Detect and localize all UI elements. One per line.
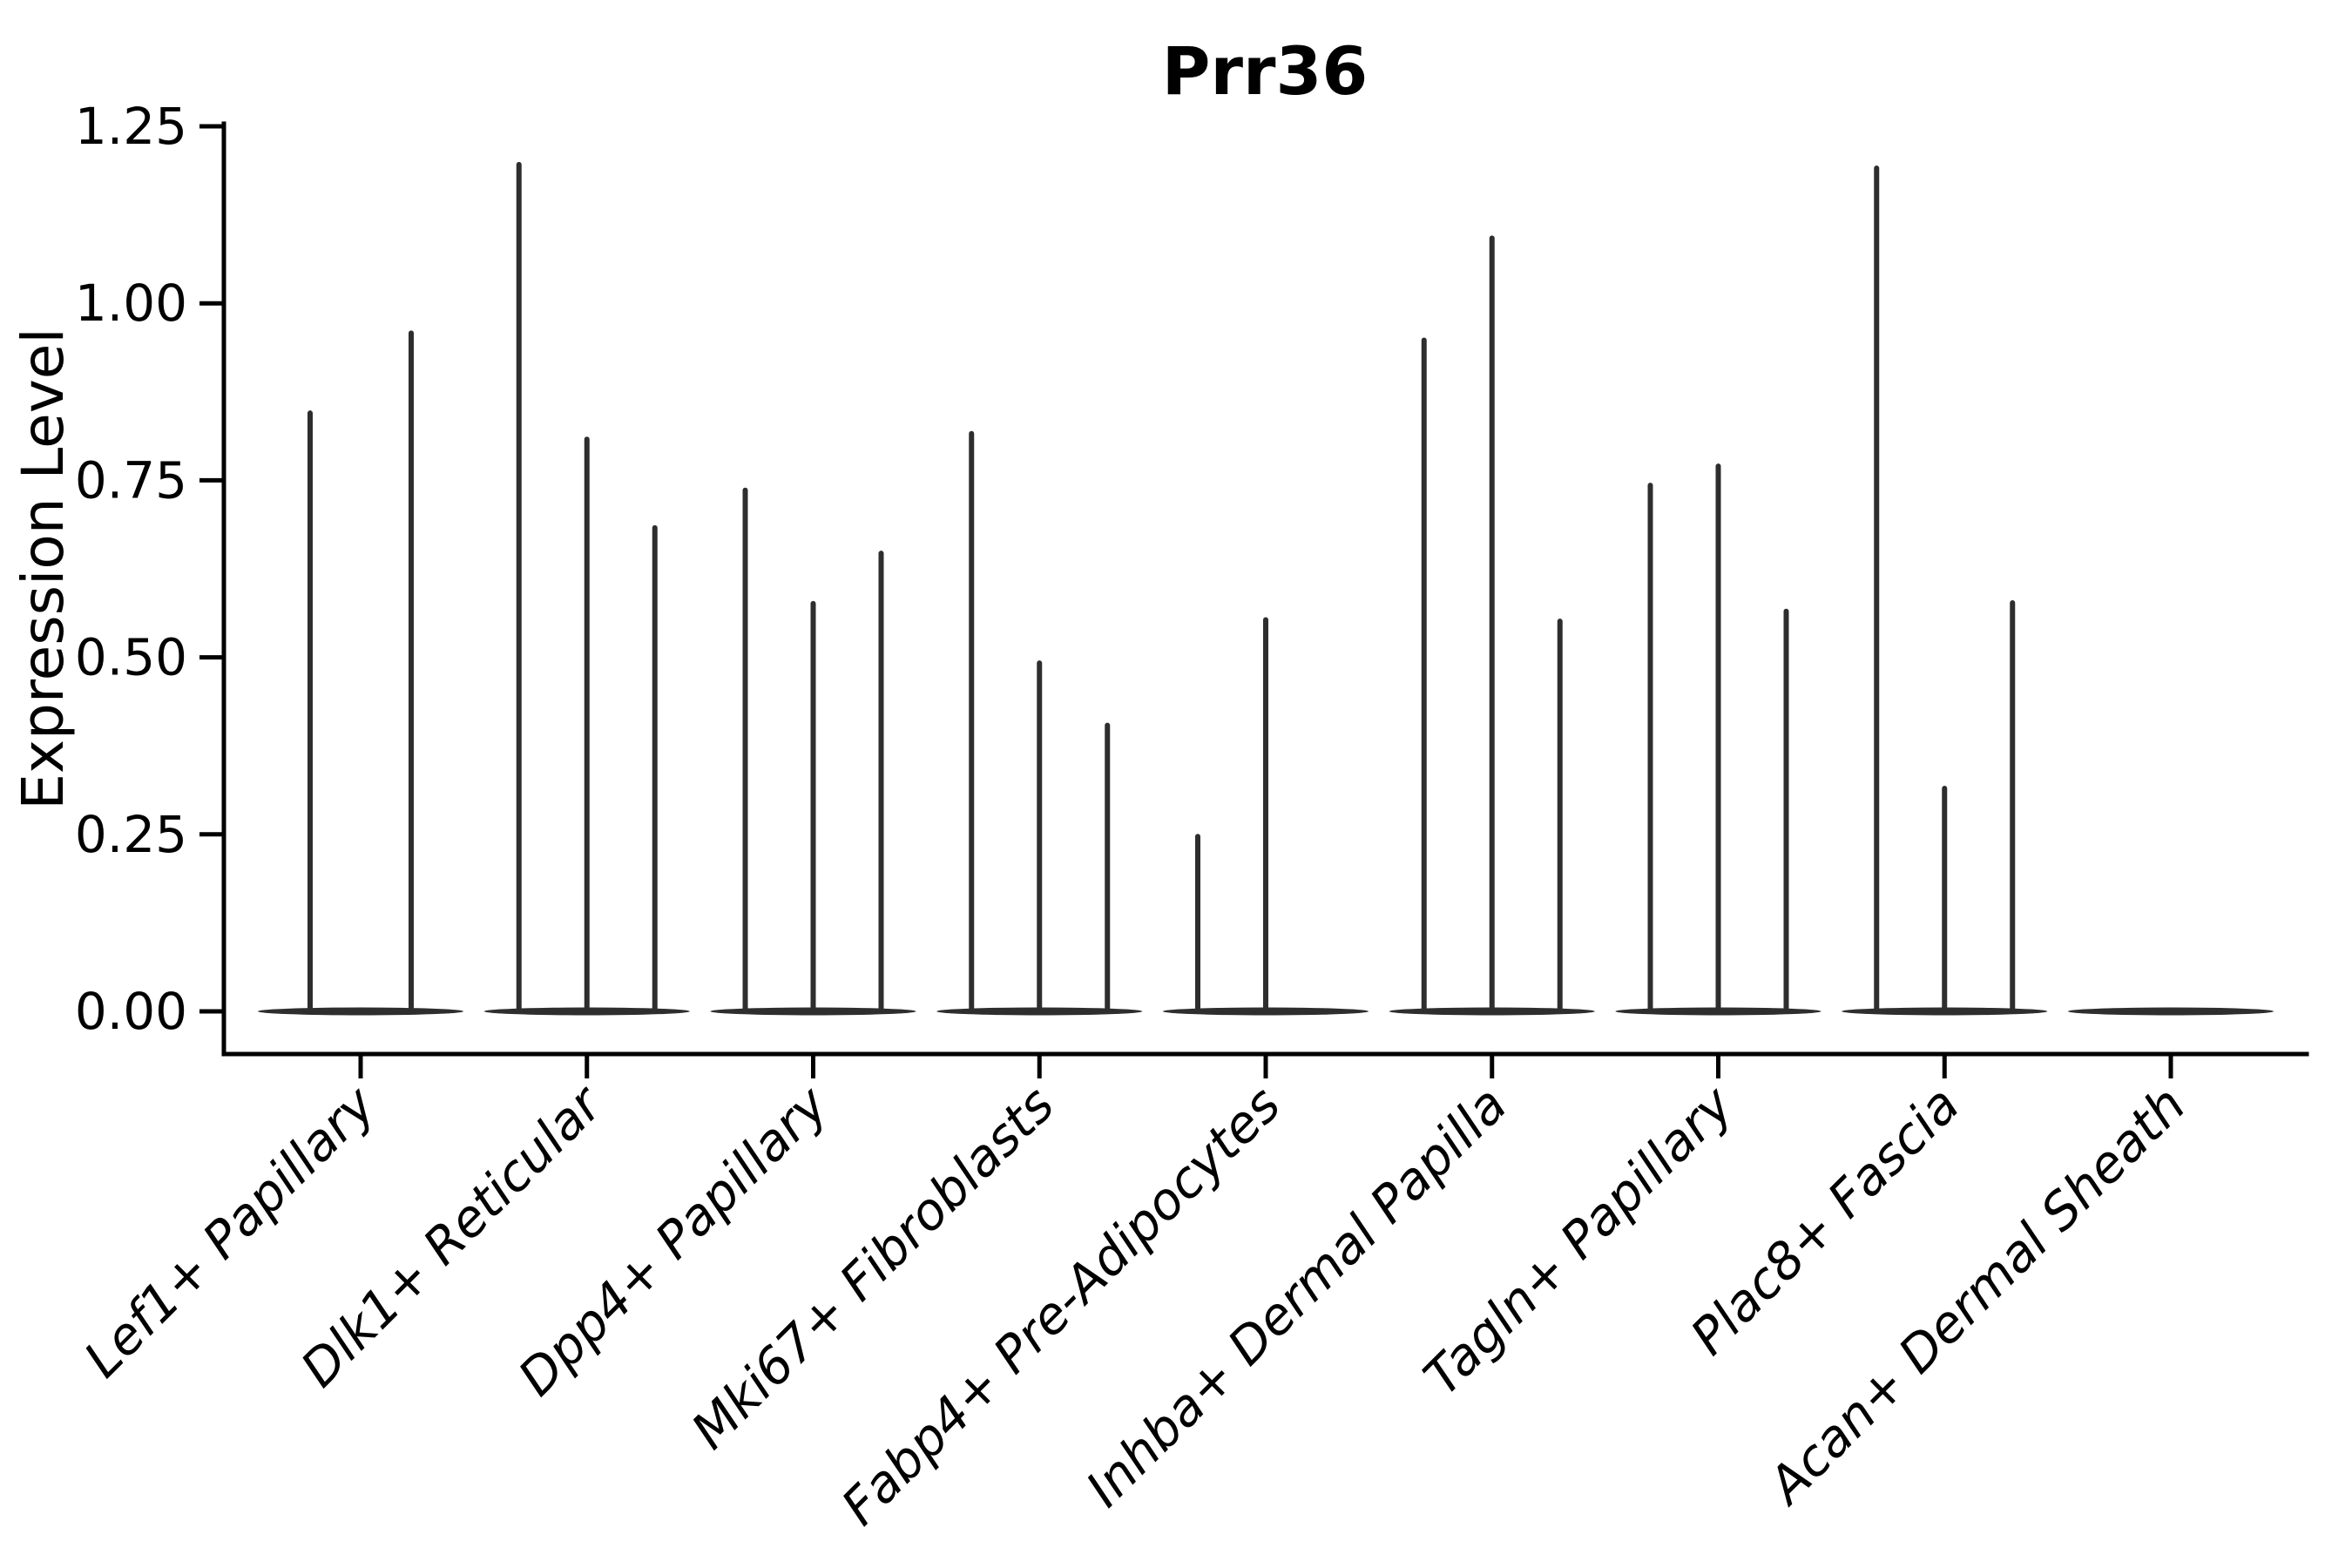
y-tick-label: 1.25 (75, 97, 187, 156)
violin-4 (936, 430, 1143, 1016)
y-tick-label: 0.25 (75, 805, 187, 864)
x-tick-label: Acan+ Dermal Sheath (1754, 1075, 2197, 1517)
y-tick-label: 0.75 (75, 450, 187, 510)
y-tick-label: 0.50 (75, 628, 187, 687)
y-axis-label: Expression Level (10, 328, 77, 809)
violin-base (2068, 1007, 2274, 1016)
violin-2 (483, 161, 690, 1016)
violin-8 (1842, 165, 2048, 1016)
violins-layer (258, 161, 2274, 1016)
y-tick-label: 1.00 (75, 274, 187, 333)
y-tick-label: 0.00 (75, 982, 187, 1041)
y-axis-ticks: 0.00 0.25 0.50 0.75 1.00 1.25 (75, 97, 224, 1041)
x-tick-label: Inhba+ Dermal Papilla (1075, 1075, 1518, 1518)
violin-7 (1615, 463, 1821, 1016)
x-tick-label: Mki67+ Fibroblasts (680, 1075, 1066, 1461)
x-tick-label: Fabp4+ Pre-Adipocytes (830, 1075, 1292, 1537)
chart-title: Prr36 (1162, 32, 1368, 110)
violin-6 (1389, 235, 1595, 1016)
violin-3 (710, 487, 916, 1016)
violin-5 (1163, 617, 1369, 1016)
violin-1 (258, 330, 463, 1016)
violin-9 (2068, 1007, 2274, 1016)
violin-base (258, 1007, 463, 1016)
